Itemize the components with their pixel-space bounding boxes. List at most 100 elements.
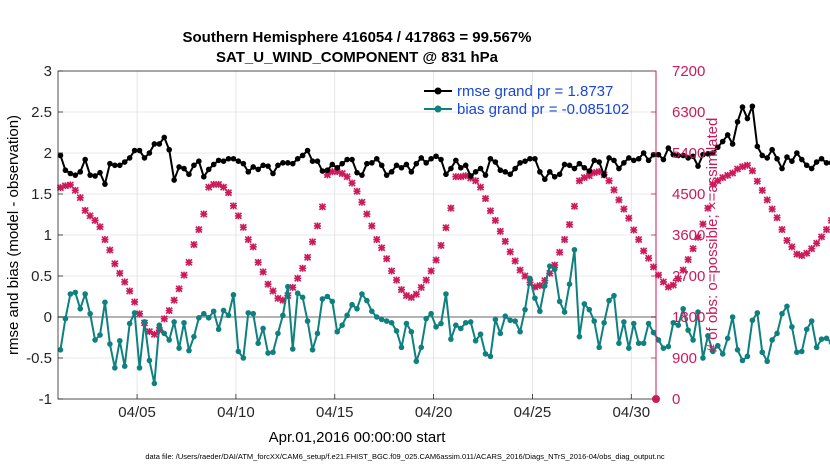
bias-point — [230, 292, 237, 298]
rmse-point — [403, 161, 410, 168]
obs-assimilated-marker — [373, 235, 381, 244]
obs-assimilated-marker — [101, 235, 109, 244]
bias-point — [734, 347, 741, 353]
rmse-point — [714, 144, 721, 151]
rmse-point — [789, 158, 795, 164]
bias-point — [116, 337, 123, 344]
bias-point — [616, 340, 622, 347]
obs-possible-marker — [132, 300, 137, 304]
obs-possible-marker — [740, 164, 745, 169]
obs-assimilated-marker — [264, 280, 272, 288]
obs-possible-marker — [453, 174, 458, 179]
bias-point — [680, 306, 686, 312]
obs-possible-marker — [434, 258, 439, 263]
obs-possible-marker — [710, 182, 715, 187]
obs-assimilated-marker — [817, 233, 826, 241]
rmse-point — [304, 147, 311, 154]
bias-point — [591, 318, 598, 324]
obs-assimilated-marker — [724, 171, 732, 179]
bias-point — [314, 330, 321, 337]
obs-possible-marker — [715, 178, 720, 183]
obs-assimilated-marker — [224, 189, 233, 197]
rmse-point — [551, 173, 558, 180]
obs-assimilated-marker — [66, 181, 74, 189]
obs-assimilated-marker — [798, 251, 806, 260]
rmse-point — [235, 158, 242, 164]
right-tick-label: 2700 — [672, 268, 705, 285]
rmse-point — [112, 162, 118, 169]
rmse-point — [527, 155, 533, 162]
obs-possible-marker — [760, 188, 765, 193]
bias-point — [136, 365, 143, 371]
bias-point — [650, 329, 657, 336]
obs-assimilated-marker — [417, 283, 425, 291]
obs-assimilated-marker — [793, 250, 801, 258]
rmse-point — [635, 155, 642, 162]
obs-possible-marker — [597, 169, 602, 174]
rmse-point — [739, 104, 746, 110]
obs-possible-marker — [745, 163, 750, 168]
rmse-point — [280, 160, 286, 166]
obs-assimilated-marker — [763, 196, 771, 204]
obs-possible-marker — [720, 175, 725, 180]
obs-possible-marker — [483, 196, 488, 201]
obs-assimilated-marker — [654, 271, 663, 279]
bias-point — [196, 315, 202, 321]
bias-point — [472, 337, 479, 344]
obs-assimilated-marker — [210, 180, 218, 188]
bias-point — [255, 340, 261, 347]
obs-assimilated-marker — [160, 315, 168, 323]
obs-assimilated-marker — [704, 204, 712, 212]
rmse-point — [250, 164, 257, 170]
obs-assimilated-marker — [81, 206, 89, 214]
obs-assimilated-marker — [630, 226, 638, 234]
bias-point — [92, 337, 98, 343]
obs-assimilated-marker — [753, 177, 761, 185]
obs-possible-marker — [725, 173, 730, 178]
obs-possible-marker — [167, 308, 172, 313]
obs-assimilated-marker — [551, 261, 559, 269]
obs-possible-marker — [626, 216, 631, 221]
bias-point — [675, 322, 682, 329]
obs-assimilated-marker — [195, 225, 203, 234]
rmse-point — [398, 164, 405, 171]
obs-possible-marker — [280, 298, 285, 303]
obs-assimilated-marker — [422, 276, 430, 284]
rmse-point — [57, 152, 64, 159]
bias-point — [784, 303, 790, 310]
bias-point — [245, 310, 252, 316]
bias-point — [561, 309, 568, 315]
rmse-point — [255, 166, 261, 173]
obs-assimilated-marker — [733, 165, 742, 173]
bias-point — [388, 319, 395, 326]
rmse-point — [354, 169, 360, 176]
bias-point — [240, 355, 247, 361]
chart-title-line1: Southern Hemisphere 416054 / 417863 = 99… — [183, 29, 532, 46]
rmse-point — [532, 155, 538, 162]
rmse-point — [482, 172, 489, 178]
bias-point — [551, 266, 558, 273]
rmse-point — [611, 157, 617, 164]
rmse-point — [116, 162, 123, 169]
left-tick-label: 1.5 — [31, 186, 52, 203]
obs-assimilated-marker — [788, 243, 796, 251]
obs-assimilated-marker — [585, 172, 593, 180]
obs-assimilated-marker — [684, 256, 692, 264]
rmse-point — [339, 160, 345, 167]
obs-assimilated-marker — [116, 269, 124, 277]
bias-point — [299, 294, 306, 301]
obs-possible-marker — [765, 197, 770, 202]
rmse-point — [492, 159, 499, 165]
left-tick-label: -1 — [39, 391, 52, 408]
bias-point — [349, 301, 355, 308]
obs-possible-marker — [93, 218, 98, 223]
obs-assimilated-marker — [111, 260, 119, 268]
bias-point — [121, 363, 128, 370]
bias-point — [670, 319, 677, 326]
obs-possible-marker — [794, 252, 799, 257]
obs-possible-marker — [295, 276, 300, 281]
bias-point — [482, 351, 489, 357]
rmse-point — [388, 169, 395, 175]
